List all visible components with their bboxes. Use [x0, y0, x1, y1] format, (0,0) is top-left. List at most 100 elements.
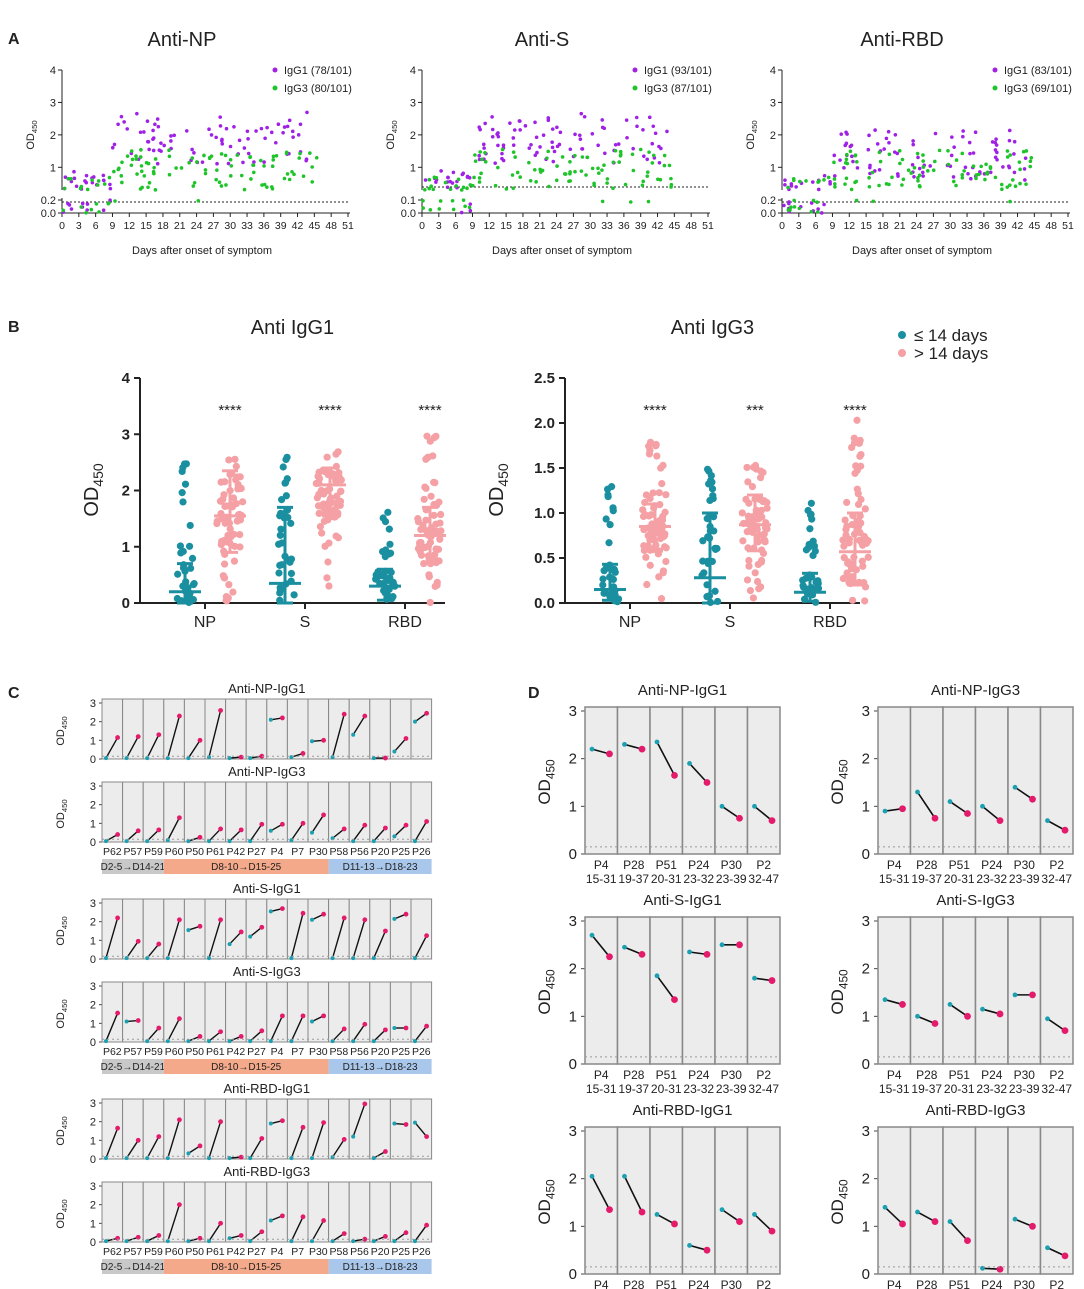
data-point-igg1 — [653, 131, 658, 136]
patient-panel — [681, 706, 716, 855]
data-point-igg3 — [146, 161, 151, 166]
data-point-late — [431, 550, 439, 559]
start-point — [227, 1039, 232, 1044]
y-tick-label: 0 — [569, 1266, 577, 1283]
data-point-late — [857, 462, 865, 470]
data-point-igg3 — [167, 172, 172, 177]
data-point-igg3 — [786, 185, 790, 190]
data-point-late — [417, 551, 426, 559]
patient-label: P28 — [623, 858, 645, 872]
end-point — [403, 911, 409, 917]
y-axis-label: OD450 — [828, 969, 850, 1015]
patient-panel — [122, 1181, 144, 1243]
data-point-igg3 — [174, 166, 178, 170]
trend-arrow — [187, 739, 201, 759]
end-point — [197, 1034, 203, 1039]
x-tick-label: 48 — [685, 220, 697, 232]
start-point — [413, 719, 417, 724]
day-range-label: 23-32 — [683, 1082, 714, 1096]
end-point — [115, 1010, 120, 1016]
trend-arrow — [208, 1222, 222, 1242]
data-point-igg3 — [962, 169, 966, 173]
data-point-igg3 — [797, 206, 802, 211]
patient-label: P7 — [291, 1246, 304, 1258]
legend-label: IgG3 (69/101) — [1004, 83, 1072, 95]
x-tick-label: 9 — [470, 220, 476, 232]
y-tick-label: 1 — [862, 798, 870, 815]
data-point-igg3 — [815, 210, 820, 214]
data-point-igg1 — [850, 154, 854, 159]
x-tick-label: 3 — [796, 220, 802, 232]
start-point — [719, 1207, 725, 1213]
patient-panel — [101, 698, 124, 760]
patient-panel — [348, 1181, 371, 1243]
patient-panel — [225, 698, 247, 760]
patient-panel — [584, 916, 619, 1065]
y-tick-label: 1.5 — [534, 460, 555, 477]
data-point-igg1 — [101, 173, 106, 178]
data-point-igg1 — [783, 178, 787, 182]
legend-label: IgG3 (80/101) — [284, 83, 352, 95]
end-point — [606, 750, 613, 758]
data-point-late — [757, 467, 765, 475]
end-point — [156, 1233, 162, 1238]
start-point — [622, 741, 627, 747]
start-point — [882, 1204, 888, 1210]
patient-panel — [348, 1098, 371, 1160]
patient-panel — [163, 781, 185, 843]
start-point — [915, 1013, 920, 1019]
start-point — [351, 732, 356, 737]
start-point — [145, 1239, 150, 1244]
data-point-igg1 — [147, 147, 151, 152]
data-point-igg3 — [618, 153, 623, 158]
patient-label: P61 — [206, 1246, 225, 1258]
data-point-late — [644, 531, 652, 540]
data-point-igg3 — [931, 168, 936, 173]
patient-panel — [877, 706, 912, 855]
data-point-igg1 — [523, 124, 528, 128]
data-point-igg1 — [496, 143, 500, 148]
patient-panel — [389, 1098, 412, 1160]
end-point — [383, 1027, 388, 1033]
x-tick-label: 21 — [894, 220, 906, 232]
trend-arrow — [373, 1029, 386, 1042]
y-axis-label: OD450 — [828, 759, 850, 805]
data-point-igg3 — [79, 205, 84, 209]
day-range-label: 15-31 — [879, 1082, 910, 1096]
data-point-igg1 — [241, 160, 245, 165]
data-point-early — [186, 521, 194, 530]
data-point-igg3 — [605, 181, 609, 185]
trend-arrow — [249, 823, 263, 842]
trend-arrow — [146, 1136, 160, 1159]
data-point-igg3 — [988, 165, 993, 169]
end-point — [341, 1137, 347, 1142]
data-point-igg1 — [200, 160, 205, 164]
patient-panel — [286, 698, 309, 760]
data-point-igg1 — [285, 124, 290, 129]
data-point-igg3 — [984, 162, 988, 167]
patient-panel — [245, 1098, 268, 1160]
data-point-early — [599, 575, 607, 583]
patient-panel — [101, 898, 124, 960]
start-point — [207, 839, 211, 844]
trend-arrow — [591, 1175, 611, 1211]
data-point-early — [606, 521, 614, 529]
data-point-igg3 — [473, 159, 478, 163]
data-point-igg1 — [151, 148, 156, 153]
y-axis-label: OD450 — [486, 463, 511, 517]
data-point-igg1 — [933, 131, 938, 136]
plot-title: Anti-NP — [148, 29, 217, 51]
data-point-igg3 — [147, 180, 152, 185]
y-tick-label: 3 — [770, 97, 776, 109]
patient-panel — [286, 898, 309, 960]
data-point-igg1 — [911, 139, 915, 143]
data-point-igg1 — [911, 142, 916, 147]
data-point-igg1 — [119, 114, 124, 119]
patient-label: P4 — [271, 1246, 284, 1258]
group-label: D2-5→D14-21 — [101, 1062, 166, 1073]
trend-arrow — [126, 940, 139, 959]
x-tick-label: 39 — [635, 220, 647, 232]
patient-panel — [714, 1126, 749, 1275]
patient-label: P4 — [887, 858, 902, 872]
patient-label: P7 — [291, 1046, 304, 1058]
